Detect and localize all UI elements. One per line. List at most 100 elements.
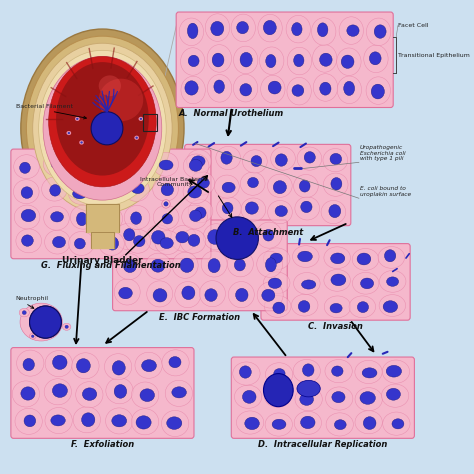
Ellipse shape <box>247 177 258 188</box>
Ellipse shape <box>142 360 156 372</box>
Ellipse shape <box>302 364 314 376</box>
Ellipse shape <box>221 151 232 164</box>
Ellipse shape <box>19 162 30 173</box>
Ellipse shape <box>384 250 396 262</box>
Ellipse shape <box>261 75 285 103</box>
Ellipse shape <box>295 197 319 220</box>
Ellipse shape <box>153 289 167 302</box>
Ellipse shape <box>355 360 382 383</box>
Ellipse shape <box>228 282 255 308</box>
Ellipse shape <box>217 197 241 220</box>
Ellipse shape <box>216 146 240 170</box>
Ellipse shape <box>379 271 406 292</box>
Ellipse shape <box>139 117 143 121</box>
Ellipse shape <box>69 155 94 178</box>
Ellipse shape <box>51 415 65 426</box>
FancyBboxPatch shape <box>185 145 351 226</box>
Ellipse shape <box>369 52 381 65</box>
Ellipse shape <box>366 77 391 104</box>
Ellipse shape <box>190 172 215 195</box>
Ellipse shape <box>363 417 376 429</box>
Ellipse shape <box>352 273 379 294</box>
Ellipse shape <box>74 238 85 249</box>
Ellipse shape <box>357 301 368 312</box>
Ellipse shape <box>246 202 258 214</box>
Ellipse shape <box>208 74 232 102</box>
Ellipse shape <box>104 183 115 195</box>
Ellipse shape <box>298 301 310 312</box>
Ellipse shape <box>53 384 67 397</box>
Ellipse shape <box>268 201 292 224</box>
Ellipse shape <box>301 280 316 289</box>
Ellipse shape <box>179 18 203 46</box>
Ellipse shape <box>99 232 124 255</box>
Ellipse shape <box>159 160 173 170</box>
Ellipse shape <box>44 206 69 230</box>
Ellipse shape <box>162 214 173 224</box>
Text: C.  Invasion: C. Invasion <box>308 322 363 331</box>
Ellipse shape <box>76 359 91 373</box>
Ellipse shape <box>75 117 80 121</box>
Ellipse shape <box>337 48 361 75</box>
Ellipse shape <box>172 387 186 398</box>
Ellipse shape <box>183 180 209 204</box>
Ellipse shape <box>21 187 33 199</box>
Ellipse shape <box>171 225 197 251</box>
Ellipse shape <box>72 353 99 379</box>
Text: Bacterial Filament: Bacterial Filament <box>16 104 73 109</box>
Ellipse shape <box>136 416 151 429</box>
Ellipse shape <box>44 379 72 405</box>
Ellipse shape <box>311 18 336 46</box>
Ellipse shape <box>51 212 64 222</box>
Ellipse shape <box>20 303 63 341</box>
Ellipse shape <box>124 177 149 201</box>
Ellipse shape <box>76 212 87 226</box>
Ellipse shape <box>180 229 206 253</box>
Ellipse shape <box>366 18 391 46</box>
Ellipse shape <box>67 131 71 135</box>
Ellipse shape <box>63 323 71 330</box>
Ellipse shape <box>243 391 256 403</box>
Ellipse shape <box>237 411 264 434</box>
Ellipse shape <box>128 153 153 177</box>
Ellipse shape <box>331 274 346 286</box>
Ellipse shape <box>188 234 200 246</box>
Text: F.  Exfoliation: F. Exfoliation <box>71 440 134 449</box>
Ellipse shape <box>320 82 331 95</box>
Ellipse shape <box>188 200 213 223</box>
Ellipse shape <box>292 246 319 267</box>
Ellipse shape <box>135 352 162 378</box>
Ellipse shape <box>357 253 371 265</box>
Ellipse shape <box>264 248 290 270</box>
Ellipse shape <box>272 419 286 429</box>
Ellipse shape <box>324 296 351 318</box>
Ellipse shape <box>207 45 231 72</box>
Ellipse shape <box>73 407 100 433</box>
Ellipse shape <box>68 181 94 204</box>
Ellipse shape <box>212 53 224 67</box>
Ellipse shape <box>131 212 141 224</box>
Text: E.  IBC Formation: E. IBC Formation <box>159 313 240 322</box>
Ellipse shape <box>65 325 68 328</box>
Ellipse shape <box>197 178 210 188</box>
Ellipse shape <box>268 81 281 94</box>
Ellipse shape <box>361 278 374 289</box>
Ellipse shape <box>300 393 313 405</box>
Ellipse shape <box>183 154 209 178</box>
Text: E. coli bound to
uroplakin surface: E. coli bound to uroplakin surface <box>360 186 411 197</box>
Ellipse shape <box>292 23 302 36</box>
FancyBboxPatch shape <box>113 220 287 311</box>
Ellipse shape <box>161 183 173 196</box>
Ellipse shape <box>140 389 155 401</box>
Ellipse shape <box>44 152 69 176</box>
Ellipse shape <box>99 75 121 96</box>
Ellipse shape <box>160 237 173 248</box>
Ellipse shape <box>325 359 352 383</box>
Ellipse shape <box>45 351 73 377</box>
Ellipse shape <box>234 46 258 73</box>
Ellipse shape <box>228 251 254 277</box>
Ellipse shape <box>300 180 310 192</box>
Ellipse shape <box>12 381 39 407</box>
Text: Transitional Epithelium: Transitional Epithelium <box>398 53 470 58</box>
Ellipse shape <box>53 355 67 369</box>
